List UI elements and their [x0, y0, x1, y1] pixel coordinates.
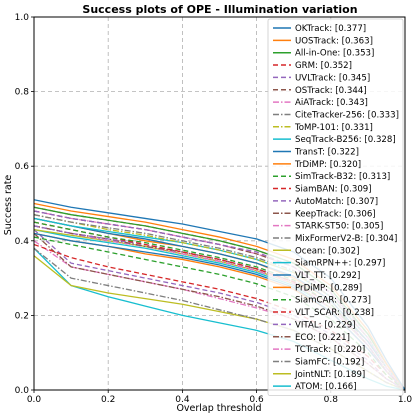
- legend-entry: SiamBAN: [0.309]: [295, 185, 372, 195]
- legend-entry: SiamFC: [0.192]: [295, 357, 364, 367]
- legend: OKTrack: [0.377] UOSTrack: [0.363] All-in-…: [267, 18, 404, 396]
- legend-entry: AutoMatch: [0.307]: [295, 197, 378, 207]
- legend-entry: KeepTrack: [0.306]: [295, 209, 376, 219]
- legend-entry: OSTrack: [0.344]: [295, 86, 367, 96]
- x-tick-label: 1.0: [398, 395, 413, 405]
- series-line: [33, 210, 406, 391]
- y-tick-label: 0.2: [15, 311, 29, 321]
- legend-entry: AiATrack: [0.343]: [295, 98, 368, 108]
- legend-entry: VLT_SCAR: [0.238]: [295, 308, 374, 318]
- series-line: [33, 236, 406, 391]
- y-axis-ticks: 0.0 0.2 0.4 0.6 0.8 1.0: [15, 13, 34, 396]
- legend-entry: SiamRPN++: [0.297]: [295, 259, 385, 269]
- legend-entry: TCTrack: [0.220]: [294, 345, 365, 355]
- y-tick-label: 1.0: [15, 13, 30, 23]
- legend-entry: STARK-ST50: [0.305]: [295, 222, 383, 232]
- legend-entry: SiamCAR: [0.273]: [295, 296, 371, 306]
- x-tick-label: 0.8: [324, 395, 339, 405]
- x-tick-label: 0.2: [101, 395, 115, 405]
- legend-entry: VLT_TT: [0.292]: [295, 271, 360, 281]
- legend-entry: All-in-One: [0.353]: [295, 49, 374, 59]
- legend-entry: OKTrack: [0.377]: [295, 24, 366, 34]
- legend-entry: UOSTrack: [0.363]: [295, 36, 373, 46]
- legend-box: [267, 18, 404, 396]
- y-tick-label: 0.4: [15, 237, 30, 247]
- x-axis-label: Overlap threshold: [176, 403, 261, 414]
- legend-entry: TransT: [0.322]: [294, 148, 359, 158]
- legend-entry: VITAL: [0.229]: [295, 320, 356, 330]
- y-tick-label: 0.6: [15, 162, 30, 172]
- x-tick-label: 0.4: [175, 395, 190, 405]
- y-axis-label: Success rate: [3, 175, 14, 236]
- legend-entry: TrDiMP: [0.320]: [294, 160, 361, 170]
- y-tick-label: 0.8: [15, 88, 30, 98]
- legend-entry: GRM: [0.352]: [295, 61, 352, 71]
- chart-title: Success plots of OPE - Illumination vari…: [82, 3, 357, 16]
- legend-entry: ECO: [0.221]: [295, 333, 350, 343]
- legend-entry: MixFormerV2-B: [0.304]: [295, 234, 397, 244]
- legend-entry: ATOM: [0.166]: [295, 382, 357, 392]
- legend-entry: Ocean: [0.302]: [295, 246, 359, 256]
- legend-entry: ToMP-101: [0.331]: [294, 123, 373, 133]
- legend-entry: SimTrack-B32: [0.313]: [295, 172, 390, 182]
- legend-entry: PrDiMP: [0.289]: [295, 283, 362, 293]
- x-tick-label: 0.6: [249, 395, 264, 405]
- legend-entry: CiteTracker-256: [0.333]: [295, 110, 399, 120]
- legend-entry: UVLTrack: [0.345]: [295, 73, 370, 83]
- x-axis-ticks: 0.0 0.2 0.4 0.6 0.8 1.0: [27, 390, 413, 405]
- plot-frame: [33, 16, 406, 391]
- legend-entry: SeqTrack-B256: [0.328]: [295, 135, 396, 145]
- legend-entry: JointNLT: [0.189]: [294, 370, 365, 380]
- series-line: [33, 243, 406, 391]
- x-tick-label: 0.0: [27, 395, 42, 405]
- y-tick-label: 0.0: [15, 386, 30, 396]
